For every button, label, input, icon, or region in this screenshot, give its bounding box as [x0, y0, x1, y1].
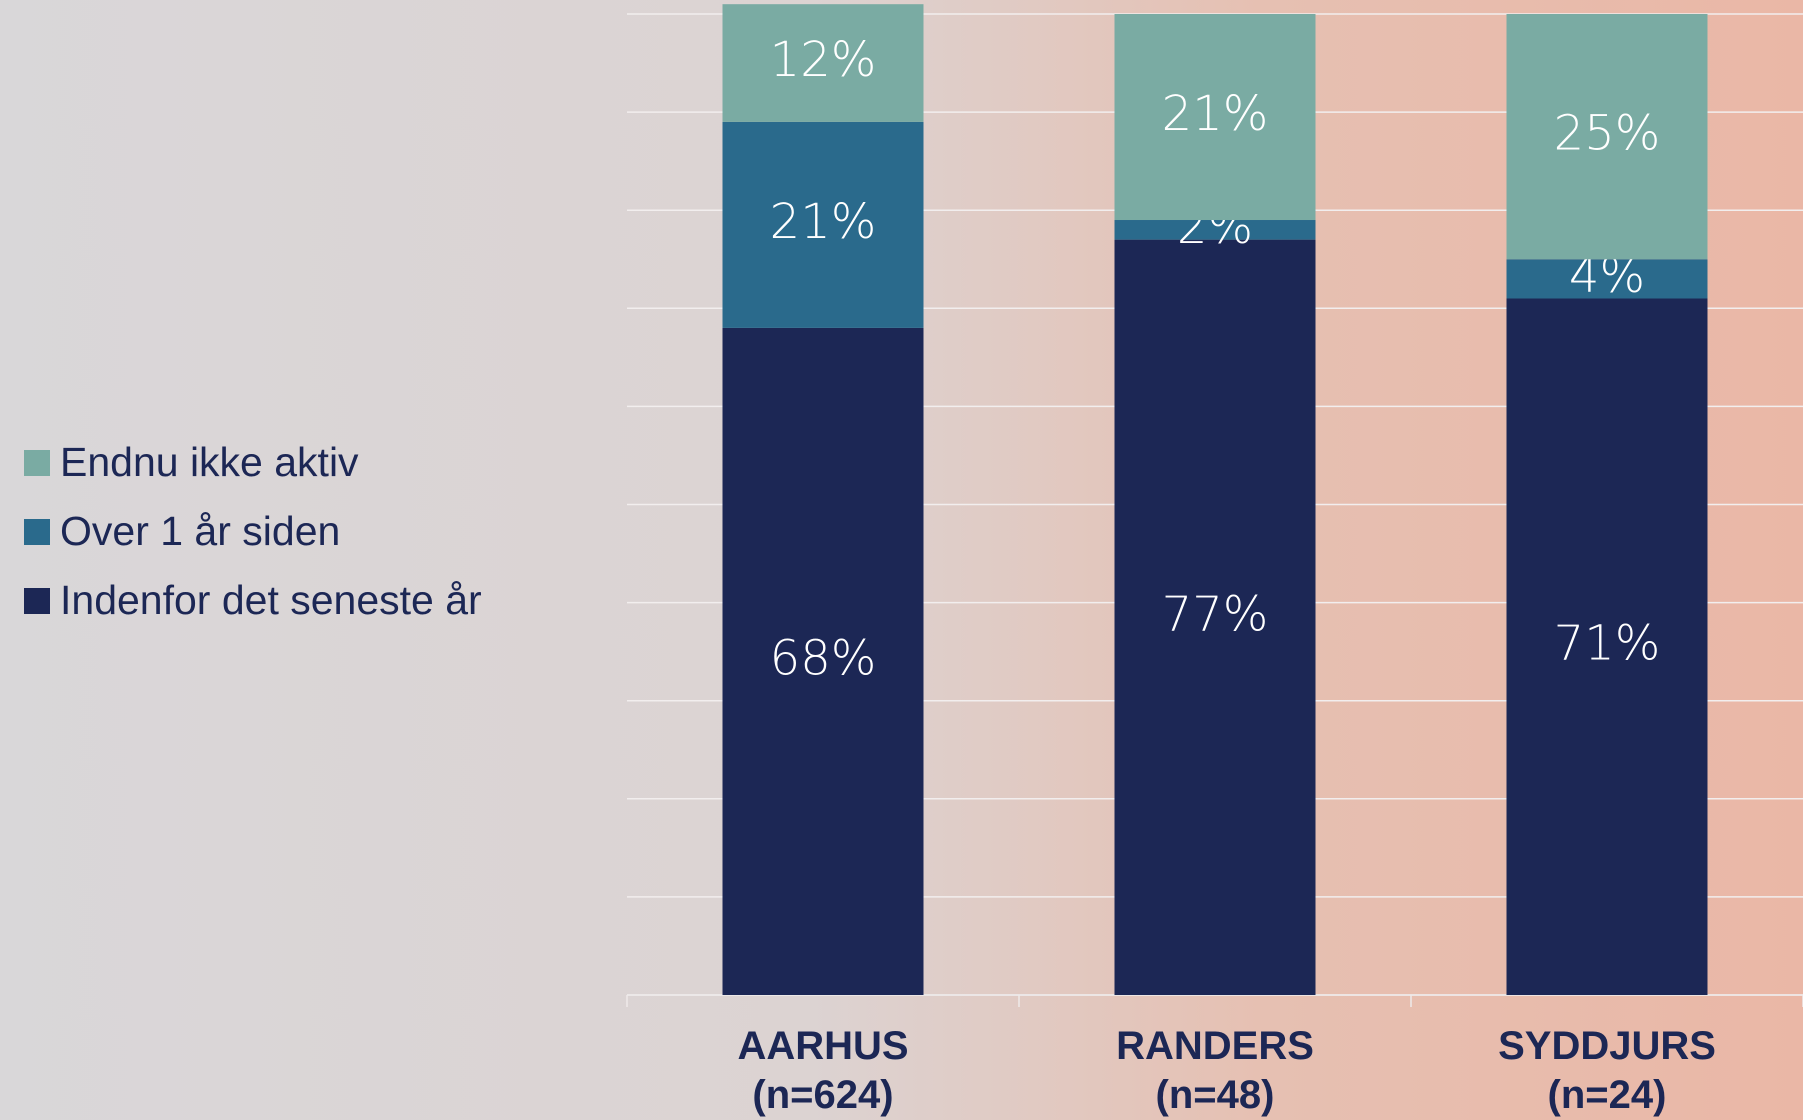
bar-segment [1506, 259, 1708, 299]
bar-segment [1114, 220, 1316, 240]
value-label: 71% [1554, 616, 1661, 672]
bar-segment [722, 327, 924, 995]
value-label: 77% [1162, 586, 1269, 642]
bar-segment [1114, 239, 1316, 995]
legend-swatch [24, 450, 50, 476]
x-tick-label: RANDERS (n=48) [1116, 1024, 1314, 1117]
value-label: 21% [770, 194, 877, 250]
bar-segment [1506, 298, 1708, 995]
legend-swatch [24, 519, 50, 545]
value-label: 21% [1162, 86, 1269, 142]
value-label: 12% [770, 32, 877, 88]
legend-label: Endnu ikke aktiv [60, 439, 359, 485]
x-tick-label: AARHUS (n=624) [737, 1024, 909, 1117]
legend-swatch [24, 588, 50, 614]
x-tick-label: SYDDJURS (n=24) [1498, 1024, 1716, 1117]
bar-segment [722, 121, 924, 328]
legend-label: Indenfor det seneste år [60, 577, 482, 623]
value-label: 25% [1554, 106, 1661, 162]
bar-segment [722, 4, 924, 122]
bar-segment [1114, 14, 1316, 221]
bar-segment [1506, 14, 1708, 260]
legend-label: Over 1 år siden [60, 508, 340, 554]
value-label: 68% [770, 630, 877, 686]
